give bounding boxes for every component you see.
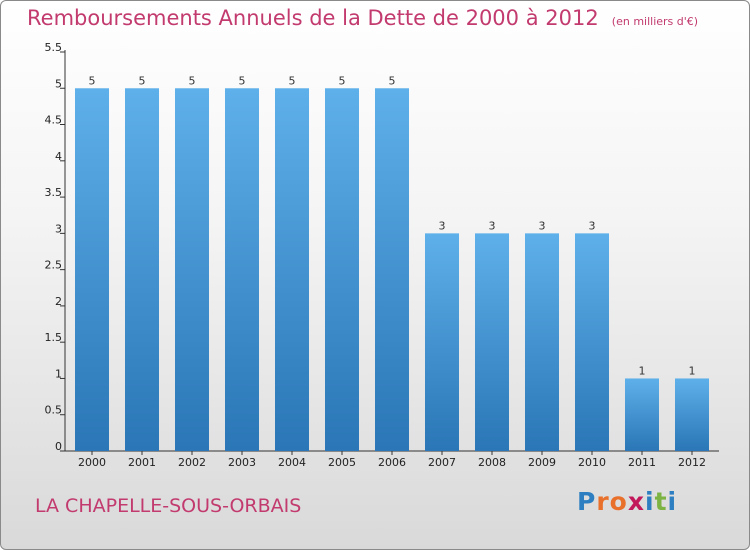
x-tick-label: 2009 bbox=[528, 456, 556, 469]
bar bbox=[375, 88, 409, 451]
x-tick-label: 2005 bbox=[328, 456, 356, 469]
bar bbox=[675, 378, 709, 451]
commune-name: LA CHAPELLE-SOUS-ORBAIS bbox=[35, 495, 302, 517]
y-tick-label: 0 bbox=[55, 440, 62, 453]
logo-letter: x bbox=[627, 487, 645, 516]
bar bbox=[625, 378, 659, 451]
bar-value-label: 3 bbox=[489, 219, 496, 232]
x-tick-label: 2006 bbox=[378, 456, 406, 469]
logo-letter: t bbox=[654, 487, 668, 516]
bar bbox=[425, 233, 459, 451]
x-tick-label: 2002 bbox=[178, 456, 206, 469]
y-tick-label: 2 bbox=[55, 295, 62, 308]
logo-letter: P bbox=[577, 487, 597, 516]
y-tick-label: 1 bbox=[55, 367, 62, 380]
bar-value-label: 1 bbox=[689, 364, 696, 377]
y-tick-label: 4 bbox=[55, 150, 62, 163]
bar-value-label: 3 bbox=[439, 219, 446, 232]
bar bbox=[525, 233, 559, 451]
bar-value-label: 1 bbox=[639, 364, 646, 377]
bar bbox=[475, 233, 509, 451]
bar-value-label: 5 bbox=[89, 74, 96, 87]
y-tick-label: 0.5 bbox=[45, 404, 63, 417]
y-tick-label: 4.5 bbox=[45, 114, 63, 127]
bar bbox=[275, 88, 309, 451]
bar-value-label: 5 bbox=[239, 74, 246, 87]
bar bbox=[175, 88, 209, 451]
x-tick-label: 2004 bbox=[278, 456, 306, 469]
x-tick-label: 2011 bbox=[628, 456, 656, 469]
bar-value-label: 5 bbox=[289, 74, 296, 87]
chart-title: Remboursements Annuels de la Dette de 20… bbox=[27, 6, 698, 30]
x-tick-label: 2010 bbox=[578, 456, 606, 469]
logo-letter: i bbox=[667, 487, 678, 516]
proxiti-logo: Proxiti bbox=[577, 487, 677, 516]
y-tick-label: 2.5 bbox=[45, 259, 63, 272]
bar-value-label: 5 bbox=[189, 74, 196, 87]
x-tick-label: 2012 bbox=[678, 456, 706, 469]
y-tick-label: 3 bbox=[55, 222, 62, 235]
chart-title-text: Remboursements Annuels de la Dette de 20… bbox=[27, 6, 599, 30]
y-tick-label: 5.5 bbox=[45, 41, 63, 54]
chart-unit-note: (en milliers d'€) bbox=[611, 15, 699, 28]
x-tick-label: 2000 bbox=[78, 456, 106, 469]
y-tick-label: 3.5 bbox=[45, 186, 63, 199]
x-tick-label: 2003 bbox=[228, 456, 256, 469]
x-tick-label: 2001 bbox=[128, 456, 156, 469]
logo-letter: o bbox=[609, 487, 628, 516]
logo-letter: i bbox=[645, 487, 655, 516]
bar bbox=[575, 233, 609, 451]
x-tick-label: 2008 bbox=[478, 456, 506, 469]
bar bbox=[225, 88, 259, 451]
y-tick-label: 1.5 bbox=[45, 331, 63, 344]
bar-value-label: 3 bbox=[589, 219, 596, 232]
bar bbox=[125, 88, 159, 451]
logo-letter: r bbox=[596, 487, 610, 516]
bar bbox=[75, 88, 109, 451]
bar-value-label: 3 bbox=[539, 219, 546, 232]
bar-value-label: 5 bbox=[139, 74, 146, 87]
bar-value-label: 5 bbox=[339, 74, 346, 87]
y-tick-label: 5 bbox=[55, 77, 62, 90]
bar-value-label: 5 bbox=[389, 74, 396, 87]
x-tick-label: 2007 bbox=[428, 456, 456, 469]
bar bbox=[325, 88, 359, 451]
